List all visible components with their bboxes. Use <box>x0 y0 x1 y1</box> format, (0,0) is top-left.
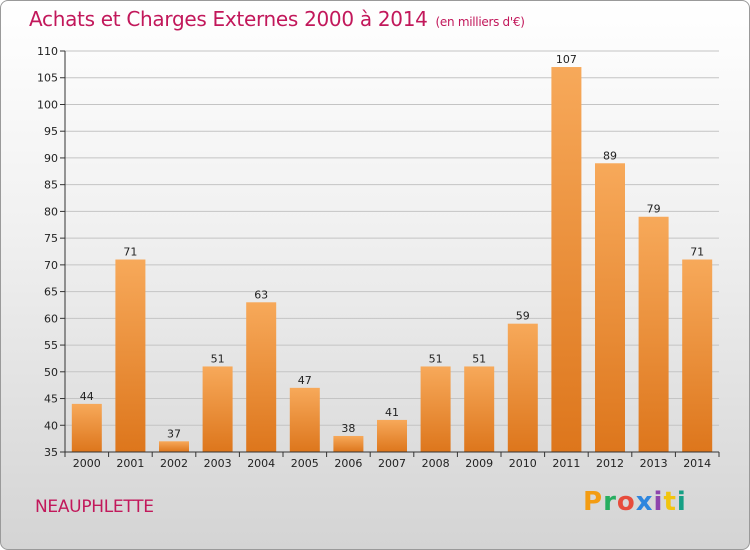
chart-title-text: Achats et Charges Externes 2000 à 2014 <box>29 7 428 31</box>
x-tick-label-2008: 2008 <box>422 457 450 470</box>
y-tick-label: 60 <box>44 312 58 325</box>
value-label-2007: 41 <box>385 406 399 419</box>
value-label-2010: 59 <box>516 310 530 323</box>
x-tick-label-2012: 2012 <box>596 457 624 470</box>
brand-letter: i <box>676 487 687 517</box>
y-tick-label: 50 <box>44 366 58 379</box>
bar-2004 <box>246 302 277 452</box>
bar-2001 <box>115 259 146 452</box>
y-tick-label: 110 <box>37 45 58 58</box>
x-tick-label-2005: 2005 <box>291 457 319 470</box>
x-axis: 2000 2001 2002 2003 2004 2005 2006 2007 2008 2009… <box>64 451 720 470</box>
value-label-2004: 63 <box>254 288 268 301</box>
y-tick-label: 45 <box>44 393 58 406</box>
proxiti-logo[interactable]: Proxiti <box>583 487 687 517</box>
bar-2012 <box>595 163 625 452</box>
y-tick-label: 100 <box>37 98 58 111</box>
y-tick-label: 65 <box>44 286 58 299</box>
y-tick-label: 40 <box>44 419 58 432</box>
brand-letter: t <box>663 487 677 517</box>
y-tick-label: 90 <box>44 152 58 165</box>
bar-2002 <box>159 441 189 452</box>
x-tick-label-2010: 2010 <box>509 457 537 470</box>
bars: 44 71 37 51 63 47 38 41 51 51 59 107 89 79 71 <box>71 53 713 452</box>
chart-title: Achats et Charges Externes 2000 à 2014 (e… <box>29 7 525 31</box>
y-tick-label: 55 <box>44 339 58 352</box>
value-label-2001: 71 <box>123 246 137 259</box>
commune-name: NEAUPHLETTE <box>35 497 154 517</box>
bar-2013 <box>638 216 669 452</box>
value-label-2000: 44 <box>80 390 94 403</box>
bar-2000 <box>71 403 102 452</box>
value-label-2011: 107 <box>556 53 577 66</box>
x-tick-label-2002: 2002 <box>160 457 188 470</box>
x-tick-label-2006: 2006 <box>334 457 362 470</box>
value-label-2002: 37 <box>167 427 181 440</box>
bar-2003 <box>202 366 233 452</box>
y-axis: 35 40 45 50 55 60 65 70 75 80 85 90 95 100 105 110 <box>37 45 66 459</box>
x-tick-label-2007: 2007 <box>378 457 406 470</box>
y-tick-label: 85 <box>44 179 58 192</box>
bar-2008 <box>420 366 451 452</box>
y-tick-label: 105 <box>37 72 58 85</box>
bar-2006 <box>333 435 364 452</box>
value-label-2006: 38 <box>341 422 355 435</box>
bar-2011 <box>551 67 582 452</box>
x-tick-label-2011: 2011 <box>552 457 580 470</box>
bar-2007 <box>377 419 407 452</box>
y-tick-label: 80 <box>44 205 58 218</box>
bar-2009 <box>464 366 495 452</box>
x-tick-label-2004: 2004 <box>247 457 275 470</box>
y-tick-label: 35 <box>44 446 58 459</box>
x-tick-label-2014: 2014 <box>683 457 711 470</box>
bar-2005 <box>289 387 320 452</box>
x-tick-label-2001: 2001 <box>116 457 144 470</box>
x-tick-label-2000: 2000 <box>73 457 101 470</box>
bar-2014 <box>682 259 713 452</box>
value-label-2012: 89 <box>603 149 617 162</box>
brand-letter: i <box>653 487 664 517</box>
value-label-2014: 71 <box>690 246 704 259</box>
brand-letter: o <box>616 487 636 517</box>
y-tick-label: 75 <box>44 232 58 245</box>
value-label-2013: 79 <box>647 203 661 216</box>
y-tick-label: 70 <box>44 259 58 272</box>
x-tick-label-2013: 2013 <box>640 457 668 470</box>
y-tick-label: 95 <box>44 125 58 138</box>
brand-letter: P <box>583 487 604 517</box>
x-tick-label-2003: 2003 <box>204 457 232 470</box>
value-label-2009: 51 <box>472 352 486 365</box>
value-label-2003: 51 <box>211 352 225 365</box>
brand-letter: r <box>603 487 617 517</box>
value-label-2005: 47 <box>298 374 312 387</box>
value-label-2008: 51 <box>429 352 443 365</box>
x-tick-label-2009: 2009 <box>465 457 493 470</box>
bar-2010 <box>507 323 538 452</box>
brand-letter: x <box>635 487 654 517</box>
chart-unit: (en milliers d'€) <box>435 15 525 29</box>
